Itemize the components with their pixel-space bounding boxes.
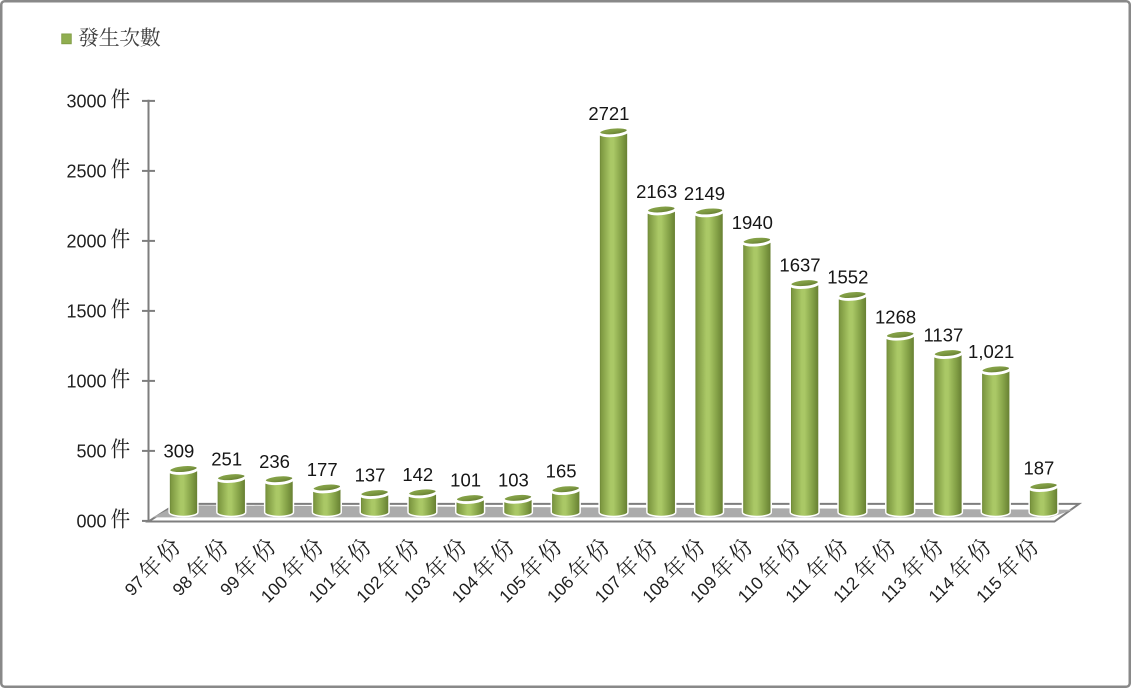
svg-text:1268: 1268 — [875, 306, 916, 327]
svg-text:3000: 3000 — [66, 92, 106, 112]
svg-text:1,021: 1,021 — [968, 341, 1014, 362]
svg-text:187: 187 — [1023, 458, 1054, 479]
svg-text:2000: 2000 — [66, 232, 106, 252]
svg-text:142: 142 — [402, 464, 433, 485]
svg-text:251: 251 — [211, 449, 242, 470]
svg-text:2149: 2149 — [684, 183, 725, 204]
svg-text:1552: 1552 — [827, 267, 868, 288]
svg-text:165: 165 — [546, 461, 577, 482]
svg-text:1000: 1000 — [66, 372, 106, 392]
svg-text:1137: 1137 — [924, 325, 964, 346]
svg-text:2721: 2721 — [588, 103, 629, 124]
svg-text:137: 137 — [355, 465, 386, 486]
svg-text:000: 000 — [76, 512, 106, 532]
svg-text:236: 236 — [259, 451, 290, 472]
svg-text:103: 103 — [498, 469, 529, 490]
svg-text:101: 101 — [450, 470, 481, 491]
svg-text:309: 309 — [163, 441, 194, 462]
svg-text:1940: 1940 — [732, 212, 773, 233]
svg-text:2500: 2500 — [66, 162, 106, 182]
svg-text:1500: 1500 — [66, 302, 106, 322]
svg-text:2163: 2163 — [636, 181, 677, 202]
svg-text:177: 177 — [307, 459, 338, 480]
svg-text:1637: 1637 — [779, 255, 820, 276]
svg-text:500: 500 — [76, 442, 106, 462]
